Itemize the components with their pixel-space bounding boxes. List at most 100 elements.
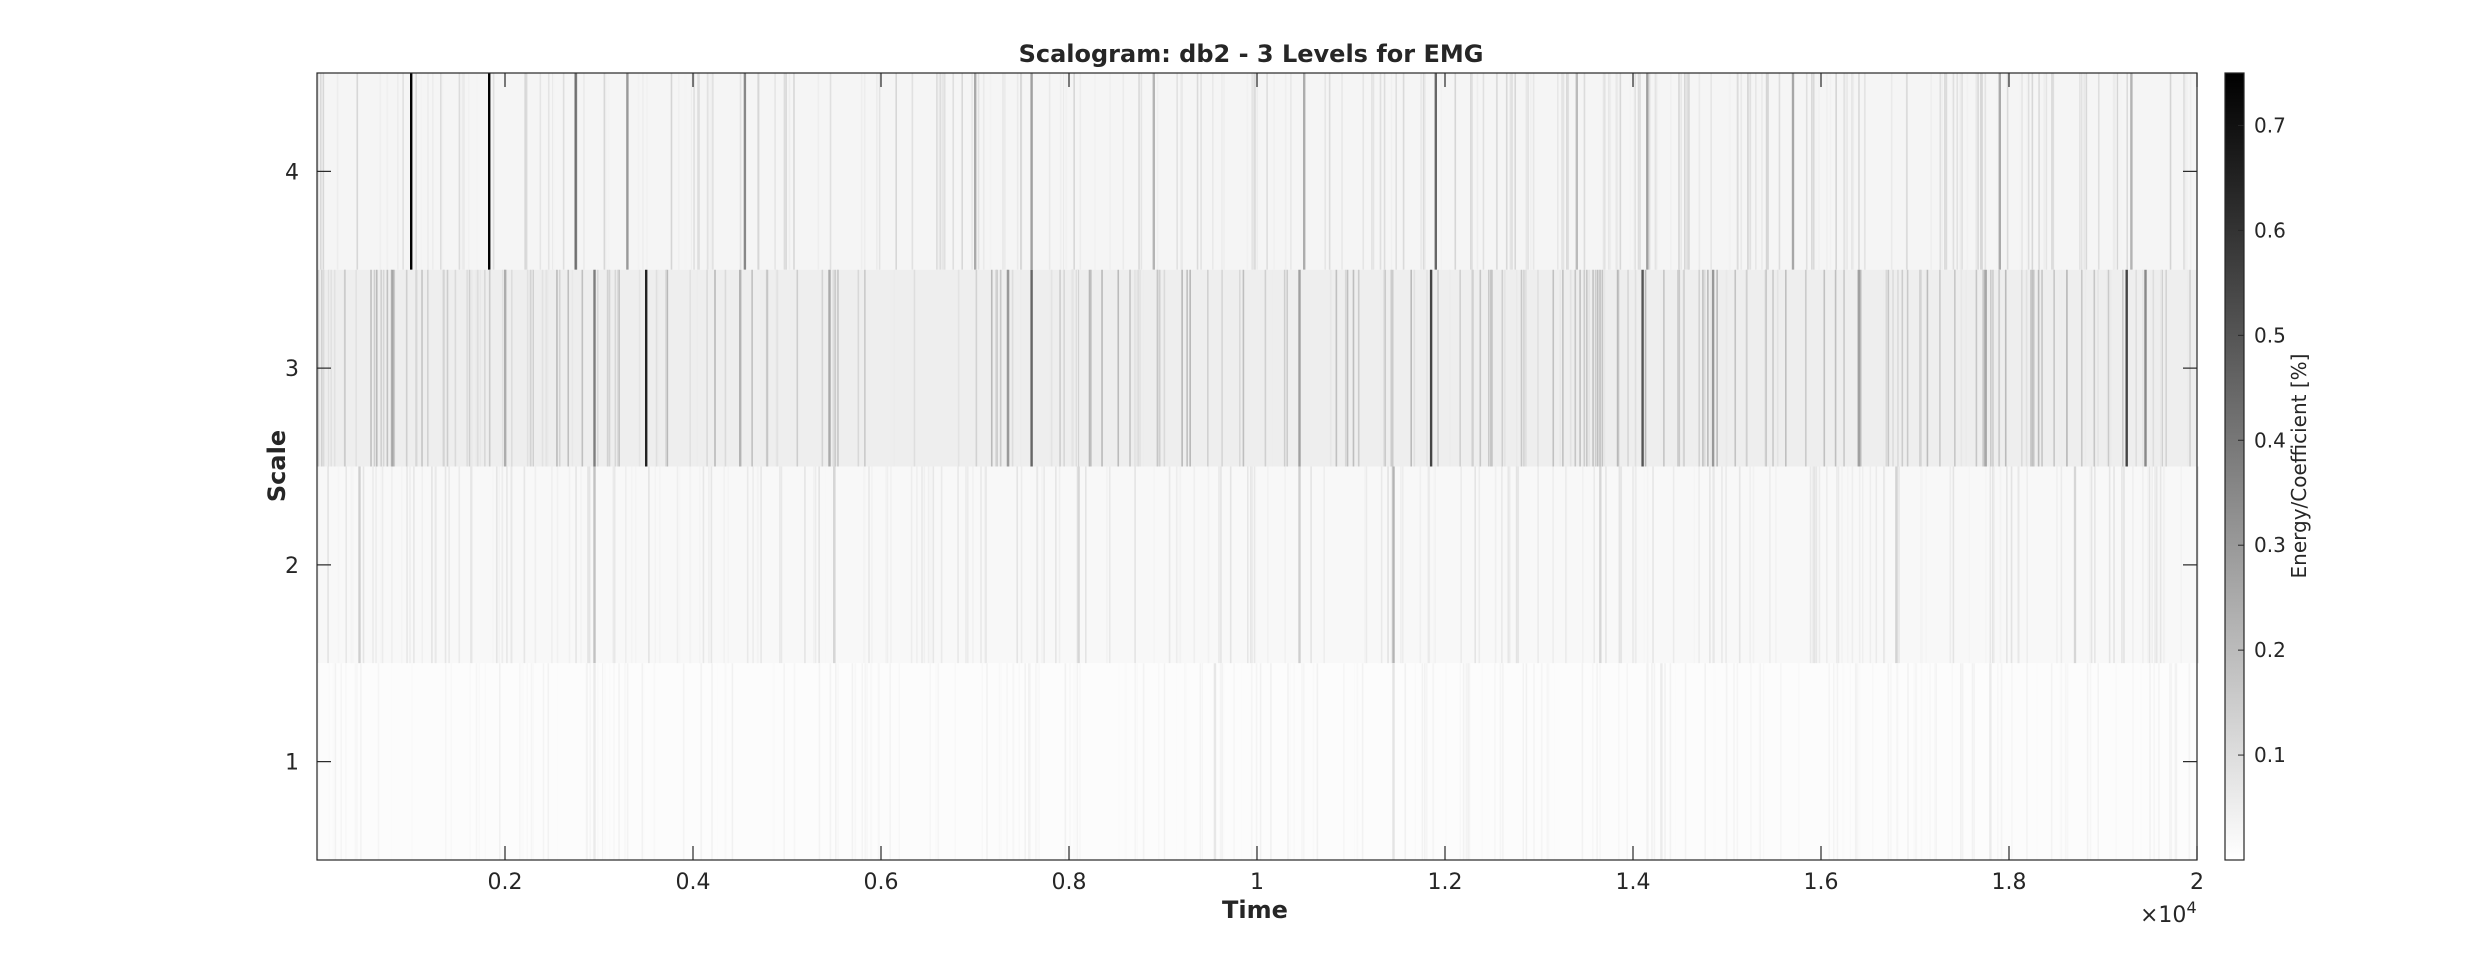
coefficient-stripe — [1710, 73, 1712, 270]
coefficient-stripe — [1478, 466, 1481, 664]
coefficient-stripe — [1924, 269, 1927, 467]
coefficient-stripe — [337, 466, 340, 664]
coefficient-stripe — [1993, 466, 1995, 664]
coefficient-stripe — [1552, 269, 1555, 467]
coefficient-stripe — [441, 73, 444, 270]
coefficient-stripe — [1476, 73, 1479, 270]
coefficient-stripe — [1344, 269, 1347, 467]
coefficient-stripe — [830, 466, 833, 664]
coefficient-stripe — [766, 269, 769, 467]
coefficient-stripe — [1981, 73, 1983, 270]
coefficient-stripe — [889, 663, 891, 860]
coefficient-stripe — [857, 269, 860, 467]
coefficient-stripe — [1179, 466, 1182, 664]
coefficient-stripe — [468, 269, 471, 467]
colorbar-tick-label: 0.6 — [2254, 218, 2286, 242]
coefficient-stripe — [876, 73, 878, 270]
coefficient-stripe — [345, 466, 347, 664]
coefficient-stripe — [1653, 663, 1656, 860]
coefficient-stripe — [1177, 466, 1179, 664]
coefficient-stripe — [1259, 663, 1262, 860]
coefficient-stripe — [1851, 466, 1854, 664]
coefficient-stripe — [1959, 73, 1962, 270]
coefficient-stripe — [524, 73, 526, 270]
coefficient-stripe — [821, 269, 824, 467]
coefficient-stripe — [637, 73, 640, 270]
coefficient-spike — [743, 73, 747, 270]
coefficient-spike — [1392, 466, 1395, 664]
coefficient-stripe — [1233, 663, 1235, 860]
coefficient-stripe — [1459, 269, 1461, 467]
coefficient-stripe — [1833, 663, 1835, 860]
coefficient-stripe — [1346, 269, 1349, 467]
coefficient-stripe — [1554, 663, 1556, 860]
coefficient-stripe — [1481, 663, 1484, 860]
coefficient-stripe — [393, 269, 396, 467]
coefficient-stripe — [1444, 663, 1447, 860]
coefficient-stripe — [965, 466, 967, 664]
coefficient-stripe — [587, 466, 589, 664]
coefficient-stripe — [2142, 466, 2144, 664]
coefficient-stripe — [2032, 269, 2035, 467]
coefficient-stripe — [923, 466, 926, 664]
coefficient-stripe — [1919, 269, 1921, 467]
coefficient-stripe — [2175, 663, 2178, 860]
coefficient-stripe — [379, 73, 382, 270]
coefficient-stripe — [984, 466, 986, 664]
coefficient-stripe — [626, 663, 629, 860]
coefficient-stripe — [1616, 73, 1619, 270]
coefficient-stripe — [476, 269, 479, 467]
coefficient-stripe — [1684, 73, 1686, 270]
x-tick-label: 1.8 — [1992, 870, 2027, 895]
coefficient-stripe — [556, 269, 558, 467]
coefficient-stripe — [400, 466, 403, 664]
coefficient-stripe — [898, 663, 901, 860]
coefficient-stripe — [2196, 466, 2199, 664]
coefficient-stripe — [1772, 269, 1774, 467]
coefficient-stripe — [2004, 269, 2007, 467]
coefficient-spike — [1030, 269, 1033, 467]
coefficient-stripe — [1861, 466, 1864, 664]
coefficient-stripe — [1525, 73, 1528, 270]
coefficient-spike — [645, 269, 648, 467]
coefficient-stripe — [841, 466, 844, 664]
coefficient-stripe — [1758, 663, 1760, 860]
coefficient-stripe — [1108, 466, 1111, 664]
coefficient-stripe — [1764, 269, 1767, 467]
coefficient-stripe — [635, 466, 637, 664]
colorbar-gradient — [2224, 72, 2245, 861]
coefficient-stripe — [463, 73, 465, 270]
coefficient-stripe — [1079, 663, 1081, 860]
coefficient-stripe — [641, 663, 644, 860]
coefficient-stripe — [739, 73, 742, 270]
coefficient-stripe — [1997, 663, 1999, 860]
coefficient-stripe — [603, 663, 605, 860]
coefficient-stripe — [1546, 663, 1549, 860]
coefficient-stripe — [1569, 269, 1572, 467]
coefficient-stripe — [1335, 269, 1338, 467]
coefficient-stripe — [1885, 269, 1888, 467]
coefficient-stripe — [1951, 73, 1954, 270]
coefficient-stripe — [545, 269, 548, 467]
coefficient-stripe — [1383, 73, 1386, 270]
coefficient-stripe — [2083, 73, 2085, 270]
coefficient-stripe — [1038, 663, 1040, 860]
coefficient-stripe — [1454, 73, 1457, 270]
coefficient-stripe — [1142, 663, 1145, 860]
coefficient-stripe — [1835, 73, 1837, 270]
coefficient-stripe — [1496, 73, 1498, 270]
coefficient-stripe — [727, 466, 730, 664]
coefficient-stripe — [1199, 663, 1202, 860]
coefficient-stripe — [1467, 663, 1470, 860]
coefficient-stripe — [1805, 73, 1808, 270]
coefficient-stripe — [1875, 466, 1878, 664]
coefficient-stripe — [866, 663, 868, 860]
coefficient-stripe — [1494, 663, 1496, 860]
coefficient-stripe — [1221, 663, 1223, 860]
coefficient-stripe — [525, 73, 528, 270]
coefficient-stripe — [589, 663, 591, 860]
coefficient-stripe — [1843, 269, 1845, 467]
coefficient-stripe — [1845, 73, 1847, 270]
coefficient-stripe — [724, 663, 726, 860]
coefficient-stripe — [1255, 663, 1258, 860]
